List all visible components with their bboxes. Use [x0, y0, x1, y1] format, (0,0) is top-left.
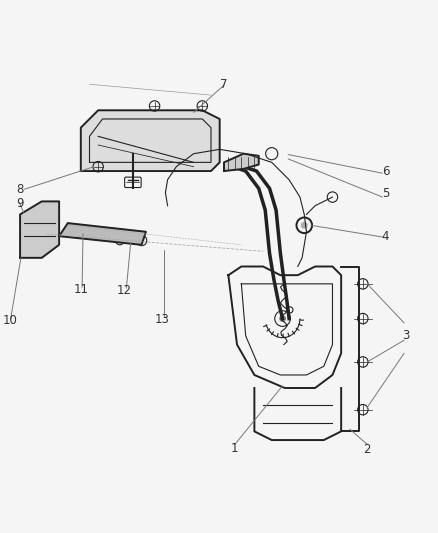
Text: 8: 8 — [16, 183, 24, 196]
Text: 7: 7 — [220, 78, 228, 91]
Text: 1: 1 — [231, 442, 239, 455]
Polygon shape — [59, 223, 146, 245]
Text: 11: 11 — [73, 282, 88, 296]
Text: 4: 4 — [381, 230, 389, 244]
Circle shape — [279, 315, 286, 322]
Text: 10: 10 — [3, 314, 18, 327]
Text: 6: 6 — [381, 165, 389, 177]
Polygon shape — [20, 201, 59, 258]
Text: 12: 12 — [117, 284, 132, 297]
Circle shape — [301, 222, 308, 229]
Text: 2: 2 — [364, 443, 371, 456]
Text: 5: 5 — [382, 187, 389, 200]
Polygon shape — [224, 154, 259, 171]
Text: 9: 9 — [16, 197, 24, 210]
Text: 3: 3 — [403, 329, 410, 342]
Polygon shape — [81, 110, 220, 171]
Text: 13: 13 — [155, 313, 170, 326]
